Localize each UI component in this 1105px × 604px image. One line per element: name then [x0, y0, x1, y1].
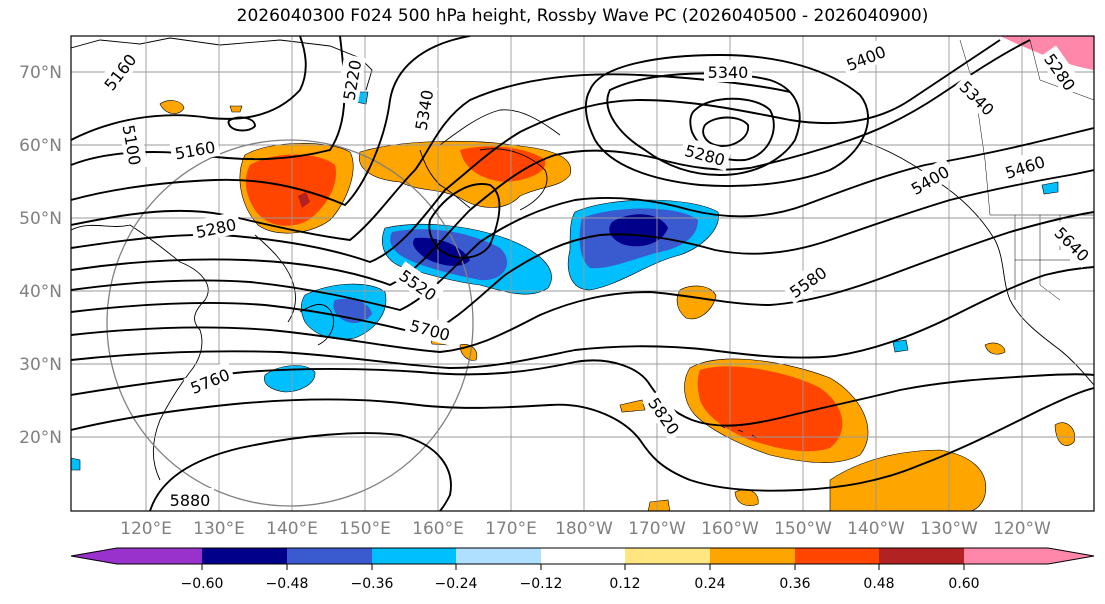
lon-label: 120°E: [120, 519, 172, 539]
lon-label: 140°E: [266, 519, 318, 539]
lon-label: 150°E: [339, 519, 391, 539]
colorbar-tick-label: 0.24: [694, 576, 725, 592]
colorbar-tick-label: −0.60: [181, 576, 224, 592]
positive-anomaly-small-4: [1054, 422, 1076, 446]
colorbar-outline: [70, 547, 1095, 565]
map-title: 2026040300 F024 500 hPa height, Rossby W…: [236, 6, 929, 26]
graticule: [71, 36, 1094, 511]
colorbar-segment: [541, 548, 625, 564]
latitude-labels: 70°N 60°N 50°N 40°N 30°N 20°N: [19, 63, 62, 448]
positive-anomaly-small-8: [647, 499, 671, 511]
colorbar-segment: [625, 548, 710, 564]
colorbar-segment: [964, 548, 1048, 564]
positive-anomaly-small-3: [619, 399, 646, 413]
strong-anomaly-hawaii: [697, 366, 843, 452]
colorbar-tick-label: −0.12: [520, 576, 563, 592]
colorbar-segment: [372, 548, 456, 564]
colorbar-segment: [287, 548, 372, 564]
lon-label: 160°E: [412, 519, 464, 539]
lat-label: 70°N: [19, 63, 62, 83]
contour-label: 5880: [170, 491, 211, 510]
longitude-labels: 120°E 130°E 140°E 150°E 160°E 170°E 180°…: [120, 519, 1051, 539]
colorbar-segment: [456, 548, 541, 564]
small-positive-anomaly-1: [159, 100, 185, 114]
lat-label: 20°N: [19, 428, 62, 448]
lon-label: 180°W: [555, 519, 613, 539]
colorbar-tick-label: 0.36: [779, 576, 810, 592]
lon-label: 150°W: [774, 519, 832, 539]
colorbar-segment: [117, 548, 202, 564]
lat-label: 50°N: [19, 209, 62, 229]
negative-anomaly-small-west: [71, 457, 81, 471]
colorbar-segment: [795, 548, 879, 564]
anomaly-core-kamchatka: [298, 192, 310, 208]
colorbar-tick-label: 0.48: [863, 576, 894, 592]
wave-domain-circle: [106, 139, 474, 507]
strong-anomaly-kamchatka: [245, 154, 336, 226]
lon-label: 170°W: [628, 519, 686, 539]
lon-label: 140°W: [847, 519, 905, 539]
positive-anomaly-small-2: [984, 342, 1006, 355]
lon-label: 160°W: [701, 519, 759, 539]
colorbar-extend-high: [1048, 548, 1094, 564]
map-frame: [70, 35, 1095, 512]
colorbar-tick-label: −0.48: [266, 576, 309, 592]
lat-label: 30°N: [19, 355, 62, 375]
negative-anomaly-small-east: [892, 339, 909, 353]
contour-label: 5700: [408, 316, 452, 345]
lon-label: 130°E: [193, 519, 245, 539]
small-positive-anomaly-2: [229, 105, 243, 113]
lon-label: 120°W: [993, 519, 1051, 539]
colorbar-tick-label: 0.60: [948, 576, 979, 592]
colorbar: −0.60 −0.48 −0.36 −0.24 −0.12 0.12 0.24 …: [70, 547, 1095, 592]
lon-label: 170°E: [485, 519, 537, 539]
map-plot-area: 5160 5100 5160 5220 5340 5340 5400 5340 …: [71, 36, 1094, 511]
colorbar-ticks: [201, 564, 965, 570]
contour-label: 5340: [708, 63, 749, 82]
negative-anomaly-small-ne: [1041, 181, 1059, 195]
height-contours: [71, 36, 1094, 511]
colorbar-tick-label: −0.36: [351, 576, 394, 592]
colorbar-tick-label: 0.12: [609, 576, 640, 592]
contour-label: 5460: [1003, 152, 1048, 183]
negative-anomaly-central-pacific-core: [609, 214, 668, 247]
lat-label: 40°N: [19, 282, 62, 302]
positive-anomaly-subtropical-east: [829, 449, 987, 511]
lat-label: 60°N: [19, 136, 62, 156]
lon-label: 130°W: [920, 519, 978, 539]
positive-anomaly-small-east: [676, 285, 717, 320]
colorbar-tick-label: −0.24: [435, 576, 478, 592]
colorbar-segment: [710, 548, 795, 564]
colorbar-extend-low: [71, 548, 117, 564]
positive-anomaly-small-7: [734, 489, 759, 506]
colorbar-segment: [879, 548, 964, 564]
colorbar-segment: [202, 548, 287, 564]
